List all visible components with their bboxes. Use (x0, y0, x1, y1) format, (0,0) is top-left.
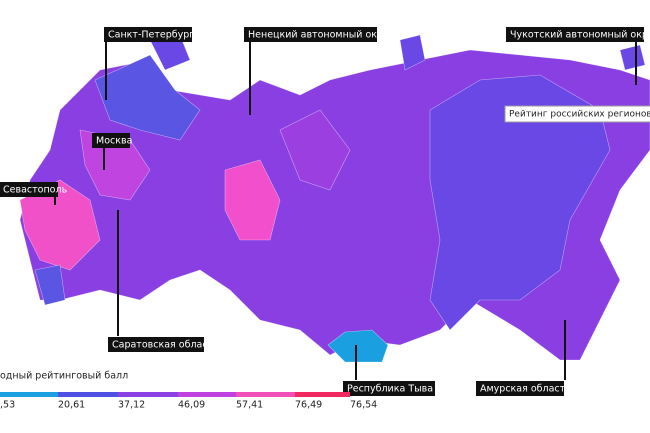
label-box (92, 133, 130, 148)
region-label: Севастополь (3, 185, 68, 196)
legend-title: одный рейтинговый балл (0, 371, 128, 382)
legend-swatch (295, 392, 350, 397)
region-shape (429, 74, 611, 331)
region-label: Республика Тыва (347, 384, 433, 395)
region-label: Ненецкий автономный округ (248, 30, 394, 41)
legend-tick-label: 46,09 (178, 400, 205, 411)
tooltip (504, 105, 650, 123)
legend-swatch (236, 392, 295, 397)
legend-ticks: ,53 20,61 37,12 46,09 57,41 76,49 76,54 (0, 400, 377, 411)
legend-swatch (58, 392, 118, 397)
legend-swatch (178, 392, 236, 397)
legend-tick-label: ,53 (0, 400, 15, 411)
label-box (104, 27, 192, 42)
legend-tick-label: 37,12 (118, 400, 145, 411)
region-label: Чукотский автономный округ (510, 30, 650, 41)
region-label: Москва (96, 136, 132, 147)
region-shape (19, 179, 101, 271)
legend-swatch (118, 392, 178, 397)
label-box (244, 27, 377, 42)
region-shape (279, 109, 351, 191)
russia-map (19, 34, 650, 363)
region-label: Саратовская область (112, 340, 219, 351)
label-box (476, 381, 564, 396)
legend-tick-label: 57,41 (236, 400, 263, 411)
legend-swatch (0, 392, 58, 397)
region-label: Санкт-Петербург (108, 30, 194, 41)
legend-bar (0, 392, 350, 397)
label-box (506, 27, 644, 42)
region-shape (224, 159, 281, 241)
region-shape (34, 264, 66, 306)
label-box (108, 337, 204, 352)
legend-tick-label: 76,49 (295, 400, 322, 411)
region-shape (327, 329, 389, 363)
region-shape (94, 54, 201, 141)
label-box (0, 182, 58, 197)
label-box (343, 381, 435, 396)
tooltip-text: Рейтинг российских регионов по качеству … (509, 110, 650, 120)
region-label: Амурская область (480, 384, 571, 395)
legend-tick-label: 20,61 (58, 400, 85, 411)
legend-tick-label: 76,54 (350, 400, 377, 411)
